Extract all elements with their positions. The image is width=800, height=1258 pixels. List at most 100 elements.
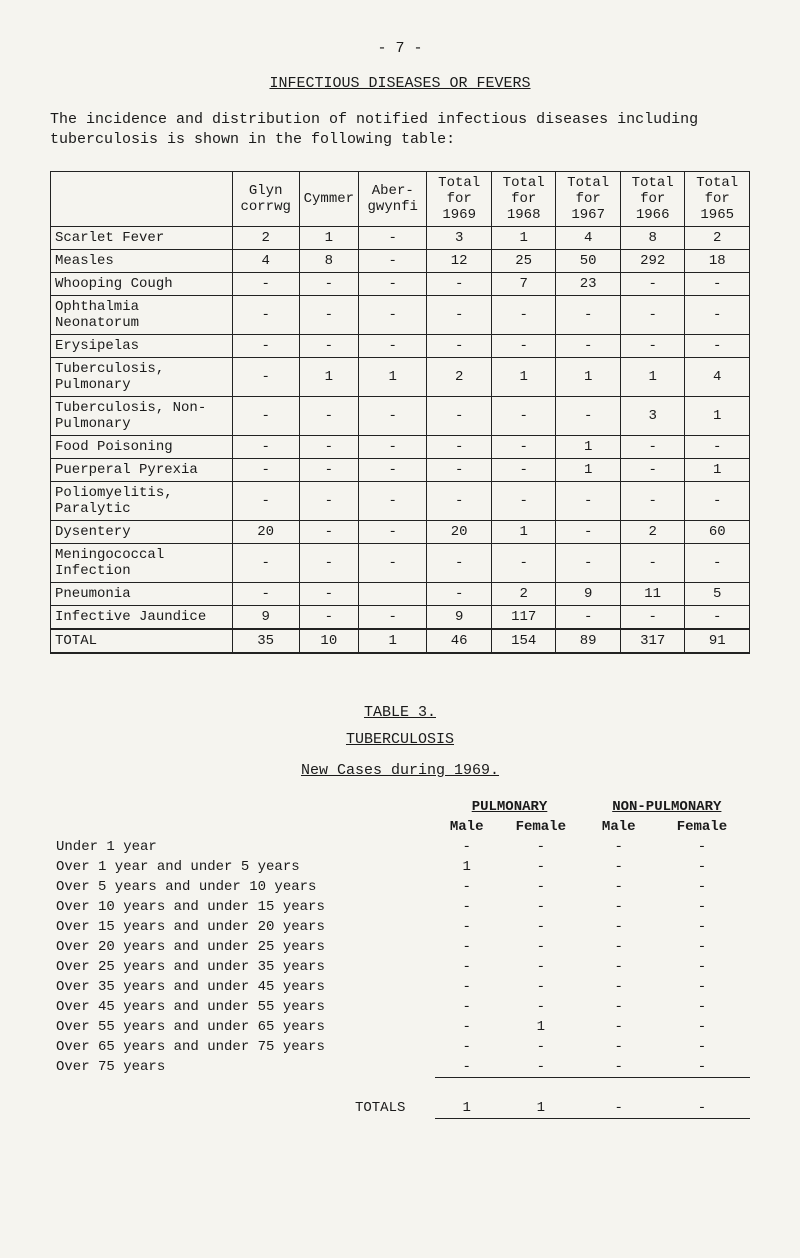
cell: - (232, 357, 299, 396)
disease-label: Ophthalmia Neonatorum (51, 295, 233, 334)
cell: - (427, 543, 492, 582)
totals-cell: 1 (498, 1098, 584, 1119)
cell: - (435, 837, 498, 857)
cell: - (232, 481, 299, 520)
cell: - (498, 997, 584, 1017)
cell: - (491, 543, 556, 582)
age-range-label: Over 25 years and under 35 years (50, 957, 435, 977)
sub-header: Male (435, 817, 498, 837)
cell: 11 (620, 582, 685, 605)
cell: - (556, 295, 621, 334)
cell: 1 (359, 357, 427, 396)
cell: - (556, 396, 621, 435)
cell: - (299, 458, 358, 481)
col-header: Total for 1969 (427, 171, 492, 226)
cell: - (584, 937, 654, 957)
cell: - (620, 481, 685, 520)
cell: - (584, 1057, 654, 1078)
intro-paragraph: The incidence and distribution of notifi… (50, 110, 750, 151)
cell: - (584, 1037, 654, 1057)
age-range-label: Over 35 years and under 45 years (50, 977, 435, 997)
cell: 3 (620, 396, 685, 435)
cell: - (498, 877, 584, 897)
cell: 117 (491, 605, 556, 629)
cell: - (498, 977, 584, 997)
cell: - (491, 396, 556, 435)
cell: - (359, 543, 427, 582)
cell: - (299, 272, 358, 295)
cell: - (299, 481, 358, 520)
totals-cell: - (584, 1098, 654, 1119)
totals-cell: - (654, 1098, 750, 1119)
disease-label: Scarlet Fever (51, 226, 233, 249)
cell: - (359, 334, 427, 357)
cell: - (359, 272, 427, 295)
cell: - (584, 837, 654, 857)
cell: - (584, 997, 654, 1017)
disease-label: Poliomyelitis, Paralytic (51, 481, 233, 520)
cell: 1 (491, 357, 556, 396)
cell: 20 (427, 520, 492, 543)
cell: - (654, 897, 750, 917)
cell: - (491, 435, 556, 458)
cell: - (654, 977, 750, 997)
age-range-label: Over 1 year and under 5 years (50, 857, 435, 877)
cell: - (427, 582, 492, 605)
cell: - (498, 897, 584, 917)
total-cell: 317 (620, 629, 685, 653)
age-range-label: Over 15 years and under 20 years (50, 917, 435, 937)
cell: 8 (299, 249, 358, 272)
cell: 2 (491, 582, 556, 605)
disease-label: Dysentery (51, 520, 233, 543)
disease-label: Puerperal Pyrexia (51, 458, 233, 481)
cell: - (498, 1057, 584, 1078)
cell: - (685, 605, 750, 629)
cell: - (359, 520, 427, 543)
cell: - (556, 481, 621, 520)
cell: 1 (685, 458, 750, 481)
cell: - (685, 543, 750, 582)
page-number: - 7 - (50, 40, 750, 57)
cell: - (359, 481, 427, 520)
cell: - (299, 396, 358, 435)
cell: - (498, 937, 584, 957)
cell: - (299, 605, 358, 629)
cell: - (299, 334, 358, 357)
cell: - (232, 543, 299, 582)
cell: 2 (232, 226, 299, 249)
age-range-label: Over 20 years and under 25 years (50, 937, 435, 957)
cell: 1 (556, 357, 621, 396)
col-header: Glyn corrwg (232, 171, 299, 226)
age-range-label: Over 55 years and under 65 years (50, 1017, 435, 1037)
cell: - (654, 917, 750, 937)
cell: - (435, 877, 498, 897)
cell: - (685, 272, 750, 295)
cell: 2 (620, 520, 685, 543)
age-range-label: Over 45 years and under 55 years (50, 997, 435, 1017)
non-pulmonary-header: NON-PULMONARY (584, 797, 750, 817)
cell: - (584, 857, 654, 877)
cell: - (232, 435, 299, 458)
cell: - (491, 481, 556, 520)
total-cell: 1 (359, 629, 427, 653)
cell: 7 (491, 272, 556, 295)
cell: - (556, 605, 621, 629)
cell: - (685, 295, 750, 334)
cell: - (491, 458, 556, 481)
cell: - (620, 272, 685, 295)
cell: 1 (491, 226, 556, 249)
cell: - (359, 435, 427, 458)
cell: - (435, 917, 498, 937)
cell: - (620, 334, 685, 357)
cell: - (299, 520, 358, 543)
totals-label: TOTALS (50, 1098, 435, 1119)
cell: - (498, 917, 584, 937)
cell: - (620, 435, 685, 458)
cell: - (427, 295, 492, 334)
cell: 23 (556, 272, 621, 295)
col-header: Total for 1967 (556, 171, 621, 226)
total-cell: 35 (232, 629, 299, 653)
cell: - (232, 582, 299, 605)
cell: 292 (620, 249, 685, 272)
total-cell: 46 (427, 629, 492, 653)
